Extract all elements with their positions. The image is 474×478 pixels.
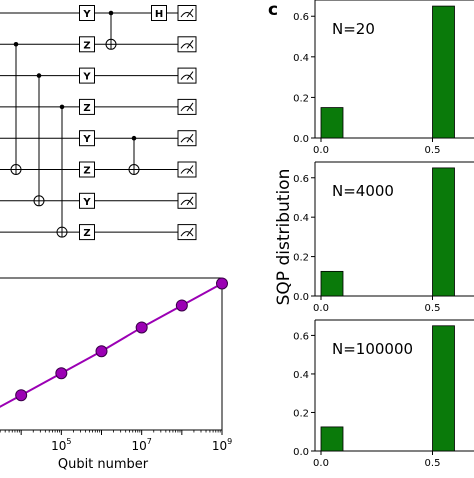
- y-tick-label: 0.6: [293, 174, 309, 185]
- x-tick-exponent: 5: [66, 437, 71, 446]
- cnot-control-dot: [36, 73, 42, 78]
- sqp-bar-chart: 0.0 0.2 0.4 0.6 0.0 0.5 N=100000: [293, 319, 474, 469]
- measurement-needle: [186, 165, 194, 174]
- x-axis-label: Qubit number: [58, 457, 149, 472]
- gate-label: Z: [83, 166, 90, 177]
- gate-label: Z: [83, 40, 90, 51]
- measurement-arc: [180, 12, 194, 18]
- measurement-needle: [186, 227, 194, 237]
- gate-label: Y: [82, 72, 91, 83]
- gate-box: [79, 161, 95, 178]
- gate-box: [79, 36, 95, 53]
- sqp-distribution-axis-label: SQP distribution: [274, 168, 294, 306]
- y-tick-label: 0.0: [293, 447, 309, 458]
- gate-box: [79, 67, 95, 84]
- measurement-arc: [180, 199, 194, 206]
- gate-label: Y: [82, 197, 91, 208]
- x-tick-base: 10: [51, 439, 66, 453]
- cnot-control-dot: [13, 42, 19, 47]
- gate-label: Y: [82, 9, 91, 20]
- x-tick-label: 0.5: [425, 145, 441, 156]
- cnot-control-dot: [131, 135, 137, 141]
- x-tick-label: 0.0: [313, 145, 329, 156]
- measurement-needle: [186, 39, 194, 49]
- quantum-circuit: Y Z Y Z Y Z Y Z H: [0, 5, 197, 241]
- distribution-bar: [432, 325, 455, 452]
- gate-label: Y: [82, 134, 91, 145]
- y-tick-label: 0.2: [293, 93, 309, 104]
- x-tick-exponent: 7: [147, 437, 152, 446]
- x-tick-label: 0.5: [425, 458, 441, 469]
- data-point: [216, 277, 228, 290]
- distribution-bar: [432, 5, 455, 139]
- x-tick-base: 10: [212, 439, 227, 453]
- data-point: [175, 299, 188, 312]
- x-tick-label: 0.0: [313, 303, 329, 314]
- measurement-needle: [186, 102, 194, 112]
- measurement-needle: [186, 71, 194, 80]
- data-point: [55, 367, 68, 380]
- y-tick-label: 0.6: [293, 331, 309, 342]
- y-tick-label: 0.0: [293, 134, 309, 145]
- measurement-arc: [180, 43, 194, 49]
- measurement-arc: [180, 137, 194, 143]
- distribution-bar: [432, 167, 455, 297]
- x-tick-base: 10: [131, 439, 146, 453]
- panel-c-letter: c: [268, 0, 279, 20]
- panel-annotation: N=4000: [332, 182, 394, 200]
- cnot-control-dot: [59, 104, 65, 110]
- series-line: [0, 282, 223, 408]
- sqp-bar-chart: 0.0 0.2 0.4 0.6 0.0 0.5 N=4000: [293, 161, 474, 314]
- gate-box: [151, 5, 167, 21]
- gate-label: H: [155, 9, 163, 20]
- gate-box: [79, 5, 95, 21]
- panel-annotation: N=20: [332, 20, 375, 38]
- data-point: [15, 389, 28, 402]
- x-tick-label: 107: [131, 437, 151, 453]
- measurement-needle: [186, 8, 194, 18]
- distribution-bar: [320, 426, 344, 452]
- y-tick-label: 0.2: [293, 408, 309, 419]
- measurement-arc: [180, 74, 194, 80]
- y-tick-label: 0.0: [293, 292, 309, 303]
- measurement-arc: [180, 231, 194, 237]
- panel-annotation: N=100000: [332, 340, 413, 358]
- sqp-bar-chart: 0.0 0.2 0.4 0.6 0.0 0.5 N=20: [293, 0, 474, 156]
- x-tick-label: 105: [51, 437, 71, 453]
- y-tick-label: 0.4: [293, 213, 309, 224]
- data-point: [135, 321, 148, 334]
- gate-label: Z: [83, 103, 90, 114]
- measurement-arc: [180, 168, 194, 174]
- measurement-arc: [180, 105, 194, 112]
- qubit-number-plot: 103105107109Qubit number: [0, 277, 232, 472]
- cnot-control-dot: [108, 10, 114, 16]
- y-tick-label: 0.2: [293, 253, 309, 264]
- gate-label: Z: [83, 228, 90, 239]
- x-tick-label: 0.0: [313, 458, 329, 469]
- distribution-bar: [320, 270, 344, 297]
- y-tick-label: 0.6: [293, 12, 309, 23]
- gate-box: [79, 130, 95, 147]
- gate-box: [79, 192, 95, 209]
- measurement-needle: [186, 196, 194, 206]
- gate-box: [79, 224, 95, 241]
- gate-box: [79, 98, 95, 115]
- data-point: [95, 345, 108, 358]
- y-tick-label: 0.4: [293, 370, 309, 381]
- x-tick-exponent: 9: [227, 437, 232, 446]
- y-tick-label: 0.4: [293, 53, 309, 64]
- distribution-bar: [320, 107, 344, 139]
- x-tick-label: 0.5: [425, 303, 441, 314]
- x-tick-label: 109: [212, 437, 232, 453]
- measurement-needle: [186, 133, 194, 143]
